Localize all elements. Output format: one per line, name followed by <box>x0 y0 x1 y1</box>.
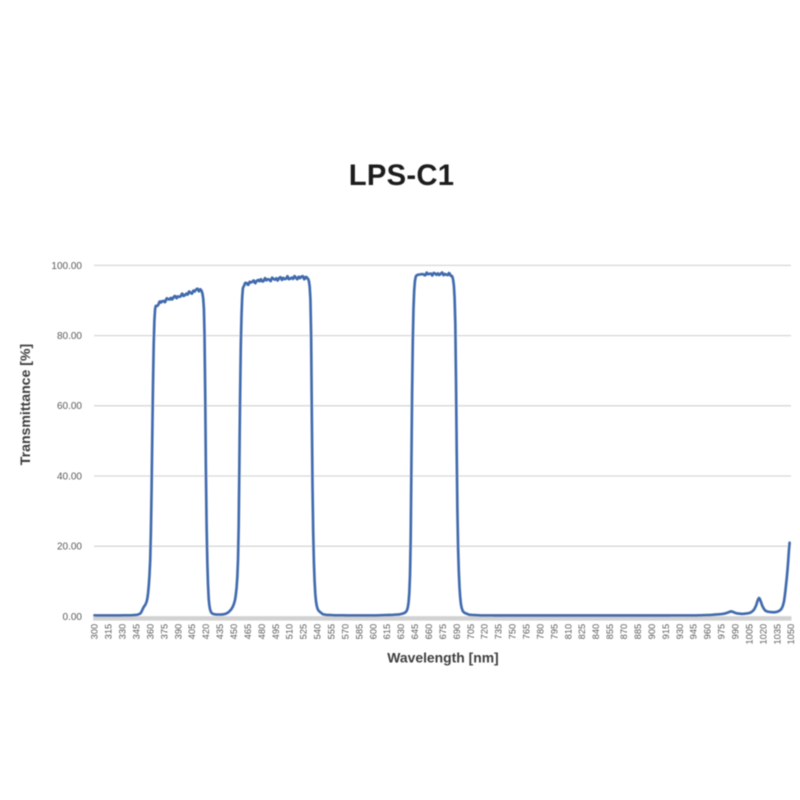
svg-text:1005: 1005 <box>744 624 754 645</box>
svg-text:855: 855 <box>605 624 615 640</box>
svg-text:540: 540 <box>313 624 323 640</box>
svg-text:Wavelength [nm]: Wavelength [nm] <box>387 650 498 666</box>
svg-text:720: 720 <box>480 624 490 640</box>
svg-text:660: 660 <box>424 624 434 640</box>
svg-text:900: 900 <box>647 624 657 640</box>
svg-text:690: 690 <box>452 624 462 640</box>
svg-text:20.00: 20.00 <box>57 542 82 553</box>
svg-text:360: 360 <box>145 624 155 640</box>
svg-text:1035: 1035 <box>772 624 782 645</box>
svg-text:570: 570 <box>340 624 350 640</box>
svg-text:975: 975 <box>717 624 727 640</box>
svg-text:345: 345 <box>132 624 142 640</box>
svg-text:Transmittance [%]: Transmittance [%] <box>17 344 33 465</box>
svg-text:525: 525 <box>299 624 309 640</box>
svg-text:600: 600 <box>368 624 378 640</box>
svg-text:555: 555 <box>327 624 337 640</box>
svg-text:765: 765 <box>522 624 532 640</box>
svg-text:870: 870 <box>619 624 629 640</box>
svg-text:705: 705 <box>466 624 476 640</box>
svg-text:390: 390 <box>173 624 183 640</box>
svg-text:840: 840 <box>591 624 601 640</box>
svg-text:100.00: 100.00 <box>51 261 82 272</box>
svg-text:405: 405 <box>187 624 197 640</box>
svg-text:645: 645 <box>410 624 420 640</box>
svg-text:0.00: 0.00 <box>63 612 83 623</box>
svg-text:375: 375 <box>159 624 169 640</box>
svg-text:40.00: 40.00 <box>57 471 82 482</box>
svg-text:1020: 1020 <box>758 624 768 645</box>
svg-text:930: 930 <box>675 624 685 640</box>
svg-text:300: 300 <box>90 624 100 640</box>
svg-text:1050: 1050 <box>786 624 796 645</box>
svg-text:945: 945 <box>689 624 699 640</box>
svg-text:675: 675 <box>438 624 448 640</box>
svg-text:810: 810 <box>563 624 573 640</box>
svg-text:450: 450 <box>229 624 239 640</box>
svg-text:795: 795 <box>549 624 559 640</box>
svg-text:885: 885 <box>633 624 643 640</box>
svg-text:465: 465 <box>243 624 253 640</box>
svg-text:80.00: 80.00 <box>57 331 82 342</box>
svg-text:825: 825 <box>577 624 587 640</box>
svg-text:60.00: 60.00 <box>57 401 82 412</box>
svg-text:510: 510 <box>285 624 295 640</box>
svg-text:420: 420 <box>201 624 211 640</box>
svg-text:780: 780 <box>536 624 546 640</box>
svg-text:735: 735 <box>494 624 504 640</box>
svg-text:LPS-C1: LPS-C1 <box>349 160 455 192</box>
svg-text:315: 315 <box>104 624 114 640</box>
svg-text:750: 750 <box>508 624 518 640</box>
svg-text:915: 915 <box>661 624 671 640</box>
svg-text:585: 585 <box>354 624 364 640</box>
svg-text:960: 960 <box>703 624 713 640</box>
svg-text:990: 990 <box>731 624 741 640</box>
svg-text:615: 615 <box>382 624 392 640</box>
svg-text:330: 330 <box>118 624 128 640</box>
svg-text:480: 480 <box>257 624 267 640</box>
svg-text:630: 630 <box>396 624 406 640</box>
svg-text:495: 495 <box>271 624 281 640</box>
svg-text:435: 435 <box>215 624 225 640</box>
